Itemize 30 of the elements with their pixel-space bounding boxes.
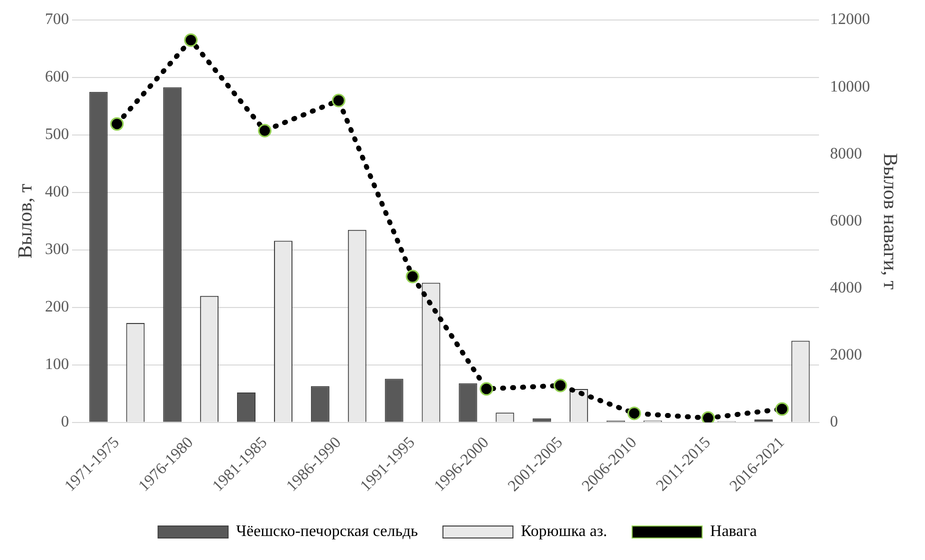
y-axis-title: Вылов, т [14,183,36,259]
y-tick-label: 600 [45,68,69,86]
legend-label: Навага [710,523,757,540]
y-tick-label: 500 [45,126,69,144]
y2-tick-label: 2000 [830,346,862,364]
y2-tick-label: 12000 [830,11,870,28]
y-tick-label: 700 [45,11,69,28]
point [184,33,198,47]
point [258,124,272,138]
point [554,378,568,392]
y2-tick-label: 10000 [830,78,870,96]
y2-tick-label: 8000 [830,145,862,162]
point [775,402,789,416]
y-tick-label: 200 [45,298,69,316]
y-tick-label: 300 [45,241,69,258]
y2-tick-label: 0 [830,414,838,431]
point [406,270,420,284]
point [701,411,715,422]
point [332,94,346,108]
y-tick-label: 0 [61,414,69,431]
y2-tick-label: 4000 [830,279,862,296]
legend-label: Чёешско-печорская сельдь [236,523,418,540]
point [480,382,494,396]
point [110,117,124,131]
y2-axis-title: Вылов наваги, т [878,152,901,290]
legend-label: Корюшка аз. [520,523,608,540]
y-tick-label: 100 [45,356,69,374]
point [628,406,641,420]
y2-tick-label: 6000 [830,212,862,230]
y-tick-label: 400 [45,184,69,201]
